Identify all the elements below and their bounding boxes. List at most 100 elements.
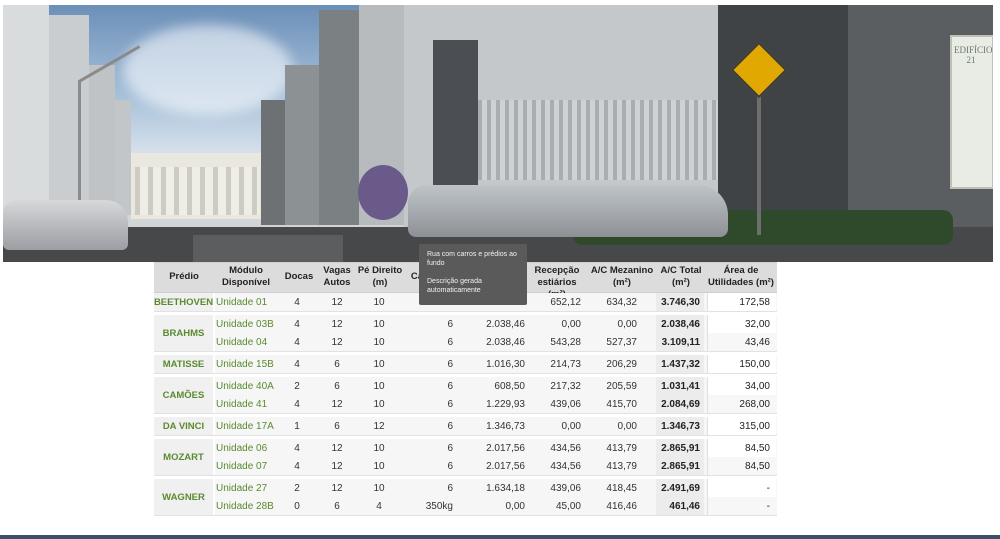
area-cell: 1.634,18 xyxy=(486,483,525,494)
header-vagas: Vagas Autos xyxy=(323,265,351,288)
docas-cell: 4 xyxy=(294,337,300,348)
docas-cell: 1 xyxy=(294,421,300,432)
table-row: Unidade 03B 4 12 10 6 2.038,46 0,00 0,00 2.038,4… xyxy=(154,315,777,333)
unit-cell: Unidade 40A xyxy=(216,381,274,392)
building-left xyxy=(3,5,49,205)
utilities-column-bg xyxy=(707,377,776,395)
unit-cell: Unidade 06 xyxy=(216,443,268,454)
carga-cell: 6 xyxy=(447,381,453,392)
building-left xyxy=(89,65,115,215)
recepcao-cell: 434,56 xyxy=(550,443,581,454)
table-row: Unidade 40A 2 6 10 6 608,50 217,32 205,59 1.031,… xyxy=(154,377,777,395)
sign-pole xyxy=(757,85,761,235)
utilidades-cell: 172,58 xyxy=(739,297,770,308)
recepcao-cell: 439,06 xyxy=(550,483,581,494)
mezanino-cell: 634,32 xyxy=(606,297,637,308)
utilidades-cell: - xyxy=(766,483,770,494)
pe-direito-cell: 10 xyxy=(373,319,385,330)
header-docas: Docas xyxy=(284,271,314,282)
building-left xyxy=(115,100,131,215)
unit-cell: Unidade 07 xyxy=(216,461,268,472)
area-cell: 1.229,93 xyxy=(486,399,525,410)
mezanino-cell: 527,37 xyxy=(606,337,637,348)
vagas-cell: 12 xyxy=(331,399,343,410)
utilities-column-bg xyxy=(707,395,776,413)
docas-cell: 2 xyxy=(294,381,300,392)
total-cell: 3.109,11 xyxy=(661,337,700,348)
unit-cell: Unidade 04 xyxy=(216,337,268,348)
mezanino-cell: 413,79 xyxy=(606,461,637,472)
carga-cell: 6 xyxy=(447,319,453,330)
carga-cell: 6 xyxy=(447,421,453,432)
carga-cell: 350kg xyxy=(425,501,453,512)
total-cell: 2.491,69 xyxy=(661,483,700,494)
mezanino-cell: 416,46 xyxy=(606,501,637,512)
recepcao-cell: 217,32 xyxy=(550,381,581,392)
mezanino-cell: 205,59 xyxy=(606,381,637,392)
carga-cell: 6 xyxy=(447,399,453,410)
docas-cell: 4 xyxy=(294,461,300,472)
building-mid xyxy=(261,100,285,225)
area-cell: 608,50 xyxy=(494,381,525,392)
docas-cell: 0 xyxy=(294,501,300,512)
docas-cell: 4 xyxy=(294,297,300,308)
tree xyxy=(358,165,408,220)
table-row: Unidade 07 4 12 10 6 2.017,56 434,56 413,79 2.86… xyxy=(154,457,777,475)
docas-cell: 4 xyxy=(294,399,300,410)
table-body: Unidade 01 4 12 10 652,12 634,32 3.746,30 172,5… xyxy=(154,293,777,516)
pe-direito-cell: 10 xyxy=(373,297,385,308)
recepcao-cell: 434,56 xyxy=(550,461,581,472)
area-cell: 1.016,30 xyxy=(486,359,525,370)
mezanino-cell: 0,00 xyxy=(617,421,637,432)
street-lamp xyxy=(78,80,81,215)
tooltip-note: Descrição gerada automaticamente xyxy=(427,278,482,294)
carga-cell: 6 xyxy=(447,443,453,454)
table-row: Unidade 17A 1 6 12 6 1.346,73 0,00 0,00 1.346,73… xyxy=(154,417,777,435)
table-row: Unidade 01 4 12 10 652,12 634,32 3.746,30 172,5… xyxy=(154,293,777,311)
table-row: Unidade 15B 4 6 10 6 1.016,30 214,73 206,29 1.43… xyxy=(154,355,777,373)
carga-cell: 6 xyxy=(447,337,453,348)
unit-cell: Unidade 01 xyxy=(216,297,268,308)
building-left xyxy=(49,15,89,215)
recepcao-cell: 0,00 xyxy=(561,319,581,330)
area-cell: 2.038,46 xyxy=(486,337,525,348)
total-column-bg xyxy=(656,439,704,457)
vagas-cell: 6 xyxy=(334,501,340,512)
header-total: A/C Total (m²) xyxy=(660,265,702,288)
area-cell: 1.346,73 xyxy=(486,421,525,432)
vagas-cell: 12 xyxy=(331,483,343,494)
utilidades-cell: 43,46 xyxy=(744,337,770,348)
utilities-column-bg xyxy=(707,439,776,457)
recepcao-cell: 0,00 xyxy=(561,421,581,432)
building-name: DA VINCI xyxy=(154,417,215,435)
mezanino-cell: 206,29 xyxy=(606,359,637,370)
unit-cell: Unidade 41 xyxy=(216,399,268,410)
vagas-cell: 6 xyxy=(334,421,340,432)
table-row: Unidade 27 2 12 10 6 1.634,18 439,06 418,45 2.49… xyxy=(154,479,777,497)
area-cell: 2.017,56 xyxy=(486,461,525,472)
parked-car xyxy=(3,200,128,250)
recepcao-cell: 543,28 xyxy=(550,337,581,348)
header-utilidades: Área de Utilidades (m²) xyxy=(708,265,774,288)
docas-cell: 2 xyxy=(294,483,300,494)
total-column-bg xyxy=(656,377,704,395)
carga-cell: 6 xyxy=(447,483,453,494)
utilidades-cell: 84,50 xyxy=(744,443,770,454)
building-name: WAGNER xyxy=(154,479,215,515)
building-far-columns xyxy=(135,167,259,215)
table-row: Unidade 28B 0 6 4 350kg 0,00 45,00 416,46 461,46… xyxy=(154,497,777,515)
total-column-bg xyxy=(656,293,704,311)
utilidades-cell: 32,00 xyxy=(744,319,770,330)
total-column-bg xyxy=(656,355,704,373)
total-cell: 461,46 xyxy=(669,501,700,512)
header-pe-direito: Pé Direito (m) xyxy=(357,265,403,288)
total-cell: 1.346,73 xyxy=(661,421,700,432)
unit-cell: Unidade 28B xyxy=(216,501,274,512)
building-name: MATISSE xyxy=(154,355,215,373)
total-column-bg xyxy=(656,457,704,475)
pe-direito-cell: 10 xyxy=(373,381,385,392)
building-mid xyxy=(319,10,359,225)
area-cell: 2.017,56 xyxy=(486,443,525,454)
pe-direito-cell: 10 xyxy=(373,461,385,472)
building-group: Unidade 27 2 12 10 6 1.634,18 439,06 418,45 2.49… xyxy=(154,479,777,516)
